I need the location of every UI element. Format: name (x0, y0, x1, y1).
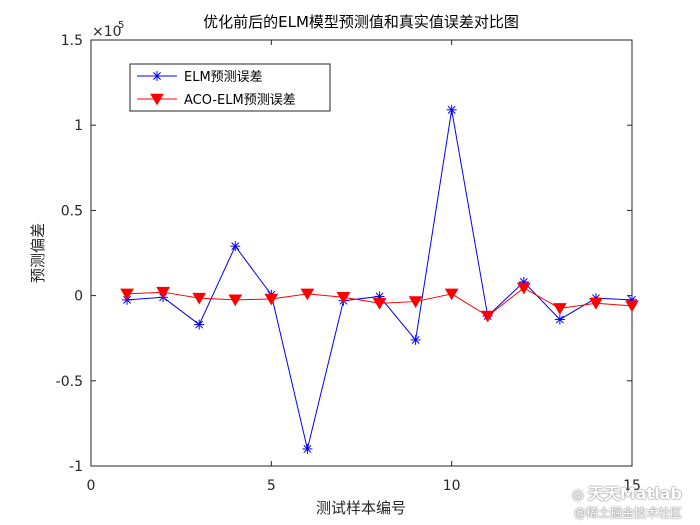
data-point (552, 303, 567, 315)
data-point (516, 282, 531, 295)
data-point (228, 294, 243, 307)
x-tick-label: 10 (443, 478, 461, 494)
data-point (410, 334, 421, 345)
legend-label: ELM预测误差 (184, 70, 263, 85)
x-tick-label: 15 (623, 478, 641, 494)
data-point (194, 319, 205, 330)
data-point (264, 293, 279, 306)
data-point (300, 288, 315, 301)
data-point (408, 296, 423, 308)
y-tick-label: 0.5 (61, 203, 83, 219)
data-point (444, 288, 459, 301)
data-point (192, 292, 207, 305)
y-tick-label: -0.5 (56, 374, 83, 390)
legend-marker (152, 71, 162, 81)
series-2 (120, 282, 639, 323)
x-tick-label: 5 (267, 478, 276, 494)
legend-box (129, 63, 331, 112)
x-axis-label: 测试样本编号 (316, 499, 406, 517)
data-point (120, 288, 134, 301)
chart-title: 优化前后的ELM模型预测值和真实值误差对比图 (203, 13, 519, 31)
data-point (372, 297, 387, 310)
legend-label: ACO-ELM预测误差 (184, 93, 296, 108)
data-point (336, 292, 351, 304)
legend-entry: ACO-ELM预测误差 (137, 93, 296, 108)
data-point (554, 314, 565, 325)
legend-marker (150, 93, 164, 106)
watermark-line1: 天天Matlab (587, 484, 682, 503)
y-axis-label: 预测偏差 (29, 223, 47, 283)
legend-entry: ELM预测误差 (137, 70, 263, 85)
data-point (302, 443, 313, 454)
legend: ELM预测误差 ACO-ELM预测误差 (129, 63, 331, 112)
data-point (625, 300, 639, 313)
x-tick-label: 0 (87, 478, 96, 494)
data-point (589, 297, 603, 310)
y-exponent-label: ×10 (92, 24, 122, 40)
data-point (230, 241, 241, 252)
wechat-icon: ◎ (571, 487, 584, 503)
y-tick-label: 0 (74, 289, 83, 305)
y-tick-label: 1.5 (61, 33, 83, 49)
data-point (446, 104, 457, 115)
data-point (480, 310, 495, 323)
data-point (156, 286, 171, 299)
y-exponent-power: 5 (118, 20, 124, 31)
y-tick-label: -1 (69, 459, 83, 475)
watermark-line2: @稀土掘金技术社区 (573, 506, 682, 520)
y-tick-label: 1 (74, 118, 83, 134)
watermark: ◎ 天天Matlab @稀土掘金技术社区 (572, 480, 682, 521)
